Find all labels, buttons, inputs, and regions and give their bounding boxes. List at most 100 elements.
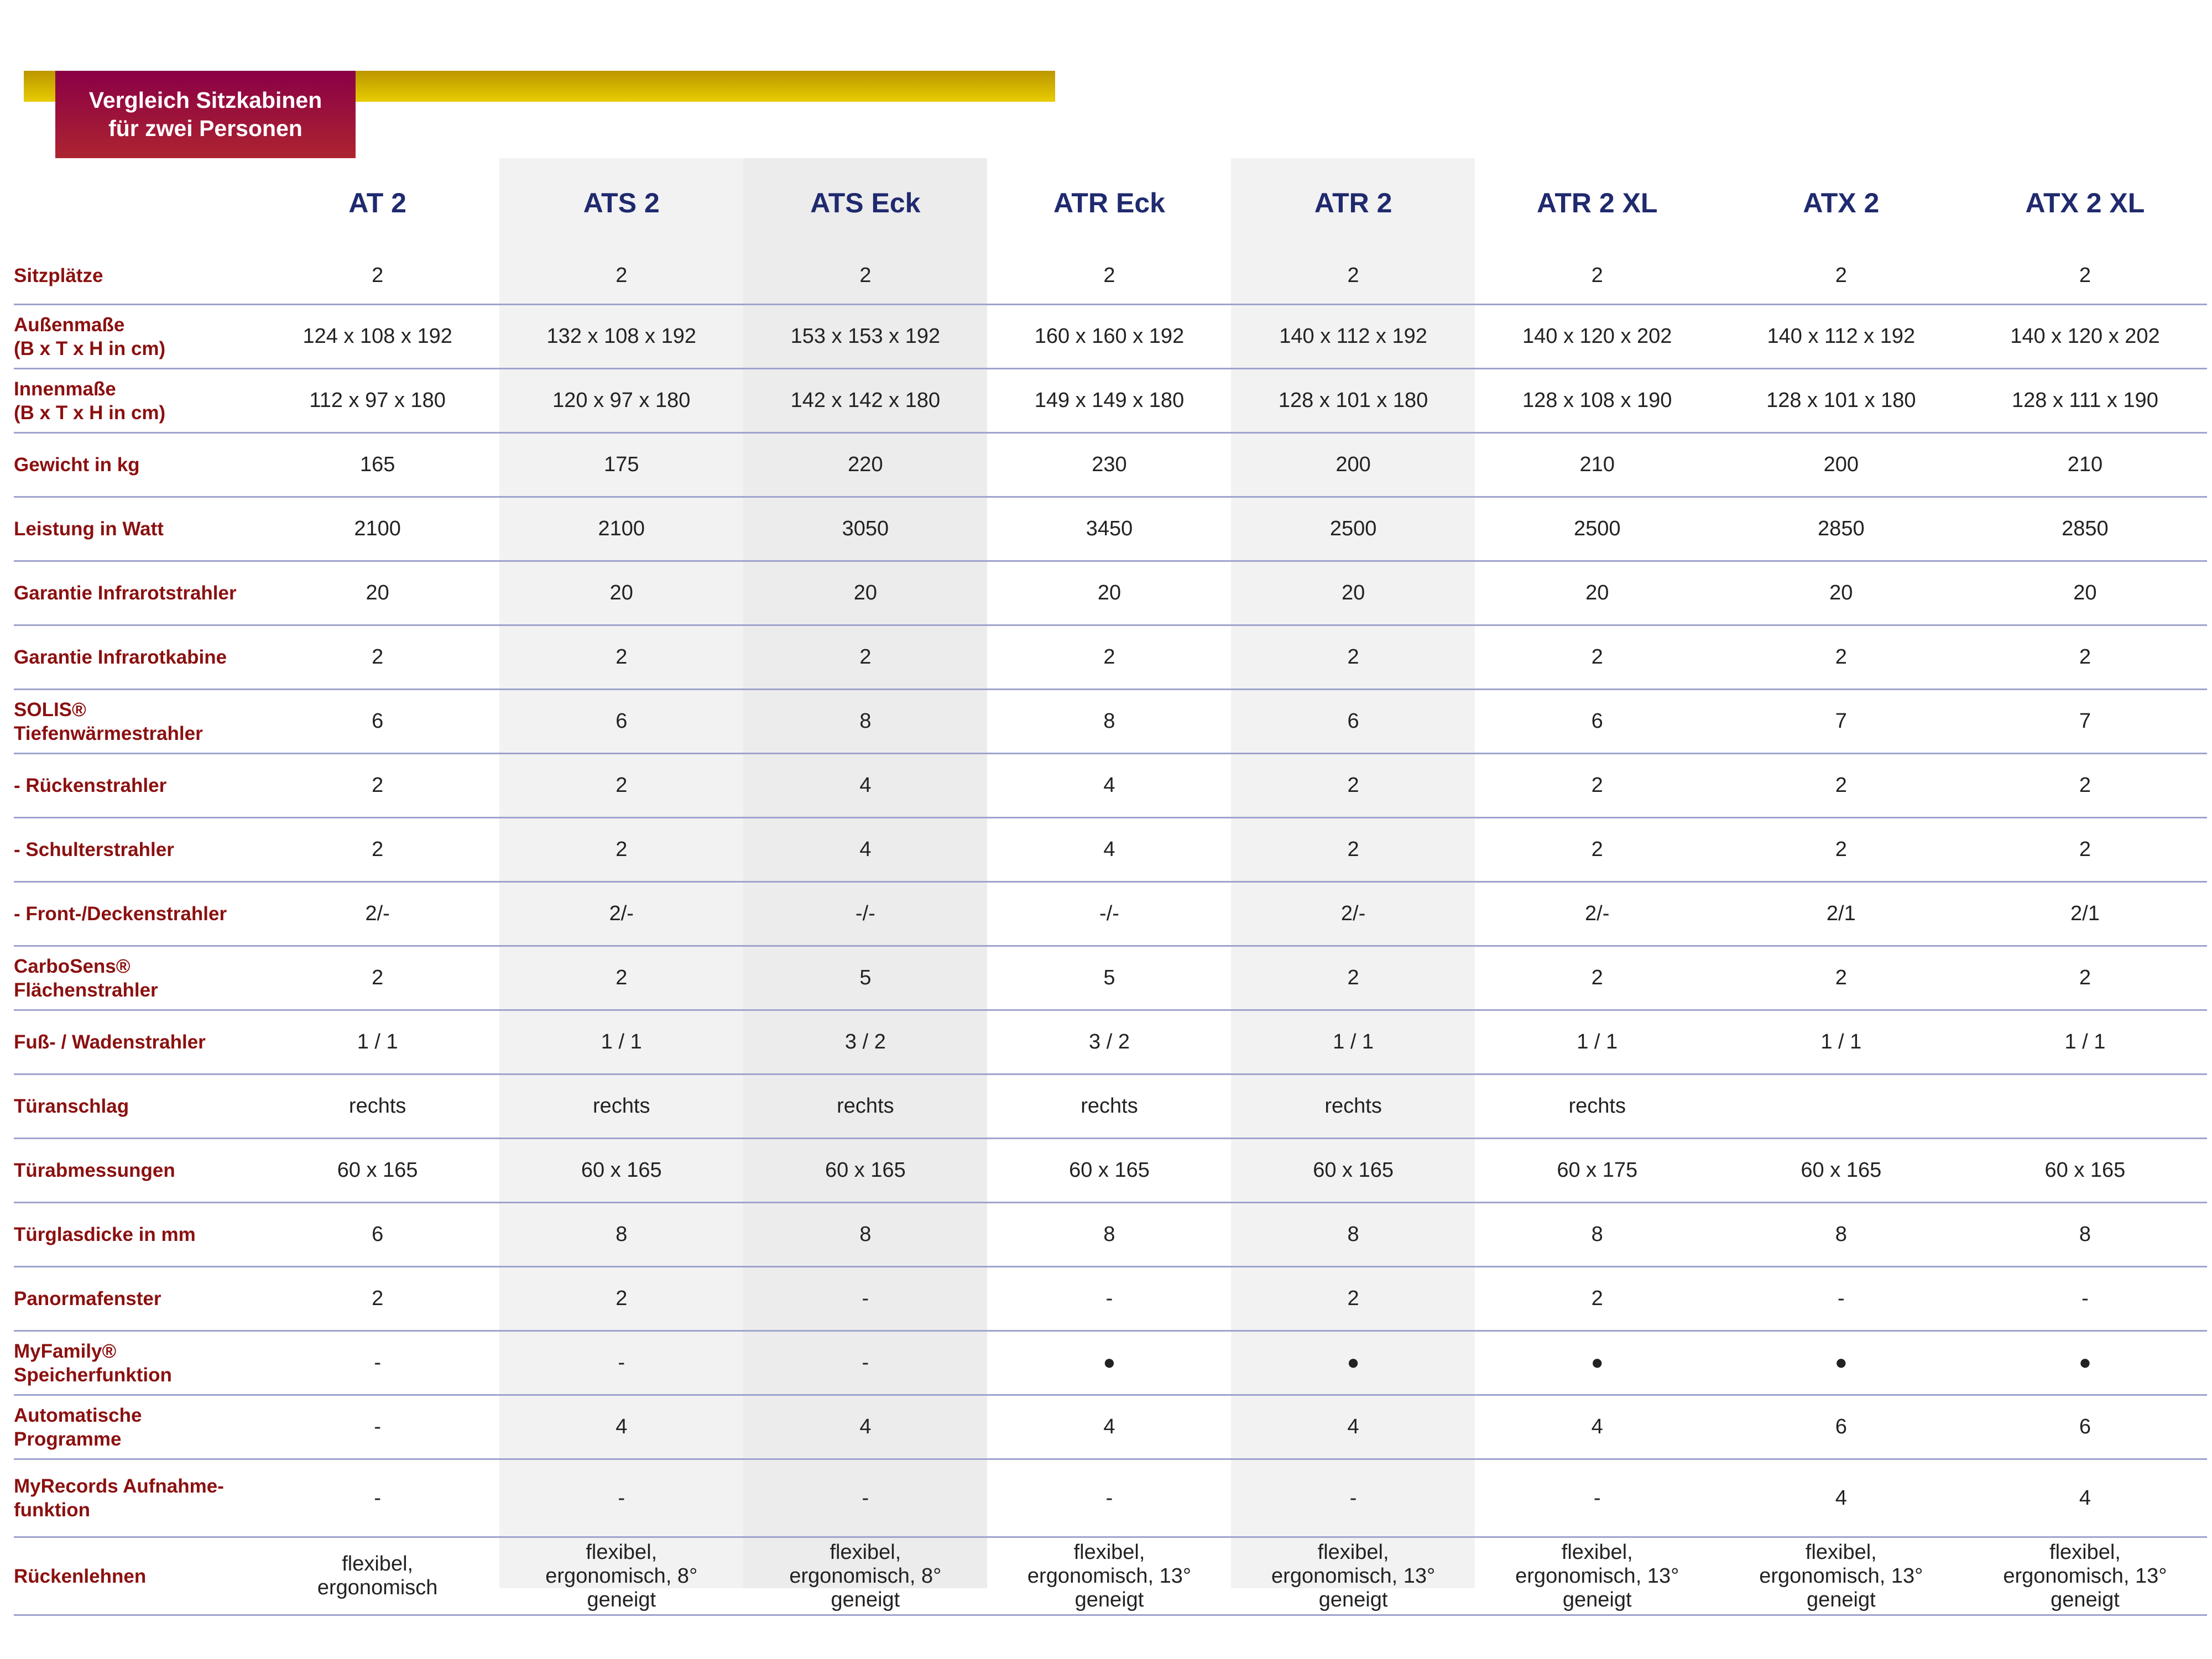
- cell-value: 2: [987, 248, 1232, 305]
- cell-value: 20: [1231, 561, 1475, 626]
- cell-value: 7: [1719, 689, 1963, 754]
- cell-value: 1 / 1: [1963, 1010, 2207, 1075]
- cell-value: 20: [255, 561, 500, 626]
- cell-value: 128 x 101 x 180: [1231, 368, 1475, 434]
- cell-value: 2: [255, 1266, 500, 1332]
- table-row: MyFamily® Speicherfunktion - - - ● ● ● ● ●: [14, 1331, 2207, 1396]
- cell-value: 6: [1231, 689, 1475, 754]
- row-label-line-2: funktion: [14, 1499, 91, 1521]
- cell-value: flexibel, ergonomisch, 8° geneigt: [743, 1537, 988, 1616]
- cell-value: 6: [255, 689, 500, 754]
- cell-value: 3450: [987, 497, 1232, 562]
- cell-value: -/-: [987, 881, 1232, 947]
- table-row: Garantie Infrarotkabine 2 2 2 2 2 2 2 2: [14, 625, 2207, 690]
- cell-value: 200: [1231, 432, 1475, 498]
- cell-value: rechts: [987, 1074, 1232, 1139]
- row-label-line-1: - Schulterstrahler: [14, 839, 174, 860]
- cell-value: 60 x 165: [1963, 1138, 2207, 1203]
- cell-value: 2: [1231, 946, 1475, 1011]
- cell-value: 220: [743, 432, 988, 498]
- cell-value: 4: [1719, 1459, 1963, 1538]
- cell-value: flexibel, ergonomisch: [255, 1537, 500, 1616]
- cell-value: 142 x 142 x 180: [743, 368, 988, 434]
- cell-value: 2: [499, 248, 744, 305]
- cell-value: 4: [987, 753, 1232, 818]
- cell-value: 1 / 1: [255, 1010, 500, 1075]
- row-label-line-2: Tiefenwärmestrahler: [14, 722, 203, 744]
- cell-value: -: [255, 1331, 500, 1396]
- table-row: CarboSens® Flächenstrahler 2 2 5 5 2 2 2 2: [14, 946, 2207, 1011]
- table-row: Automatische Programme -4 4 4 4 4 6 6: [14, 1395, 2207, 1460]
- table-row: Türabmessungen 60 x 165 60 x 165 60 x 165 60…: [14, 1138, 2207, 1203]
- cell-value: -: [1475, 1459, 1719, 1538]
- cell-value: 60 x 175: [1475, 1138, 1719, 1203]
- cell-value: 60 x 165: [743, 1138, 988, 1203]
- column-header: ATR 2 XL: [1536, 187, 1658, 218]
- cell-value: 5: [987, 946, 1232, 1011]
- cell-value: 20: [1719, 561, 1963, 626]
- row-label-line-2: (B x T x H in cm): [14, 401, 166, 424]
- cell-value: ●: [1475, 1331, 1719, 1396]
- cell-value: -: [499, 1331, 744, 1396]
- row-label-line-1: Garantie Infrarotkabine: [14, 646, 227, 668]
- cell-value: 149 x 149 x 180: [987, 368, 1232, 434]
- cell-value: 2: [499, 1266, 744, 1332]
- cell-value: 60 x 165: [499, 1138, 744, 1203]
- row-label-line-2: Programme: [14, 1428, 122, 1450]
- row-label: - Schulterstrahler: [14, 817, 256, 883]
- cell-value: 4: [499, 1395, 744, 1460]
- row-label-line-1: Leistung in Watt: [14, 518, 164, 540]
- row-label-line-1: Automatische: [14, 1404, 142, 1426]
- cell-value: 124 x 108 x 192: [255, 304, 500, 369]
- row-label-line-1: Fuß- / Wadenstrahler: [14, 1031, 206, 1053]
- cell-value: 2: [1963, 817, 2207, 883]
- row-label: Automatische Programme: [14, 1395, 256, 1460]
- cell-value: -: [255, 1395, 500, 1460]
- cell-value: 4: [1231, 1395, 1475, 1460]
- cell-value: 132 x 108 x 192: [499, 304, 744, 369]
- cell-value: 2/-: [499, 881, 744, 947]
- cell-value: 2: [1231, 817, 1475, 883]
- cell-value: 165: [255, 432, 500, 498]
- cell-value: 2: [1963, 753, 2207, 818]
- cell-value: rechts: [1231, 1074, 1475, 1139]
- cell-value: flexibel, ergonomisch, 13° geneigt: [1475, 1537, 1719, 1616]
- cell-value: 2: [255, 946, 500, 1011]
- row-label: Türglasdicke in mm: [14, 1202, 256, 1267]
- row-label: Außenmaße (B x T x H in cm): [14, 304, 256, 369]
- cell-value: [1719, 1074, 1963, 1139]
- cell-value: 6: [255, 1202, 500, 1267]
- header-empty: [14, 158, 255, 248]
- cell-value: 7: [1963, 689, 2207, 754]
- cell-value: 160 x 160 x 192: [987, 304, 1232, 369]
- cell-value: 2: [1963, 248, 2207, 305]
- cell-value: -: [1719, 1266, 1963, 1332]
- table-row: - Schulterstrahler 2 2 4 4 2 2 2 2: [14, 817, 2207, 883]
- table-row: Innenmaße (B x T x H in cm) 112 x 97 x 180…: [14, 368, 2207, 434]
- column-header: ATS Eck: [810, 187, 921, 218]
- cell-value: 2/-: [1475, 881, 1719, 947]
- cell-value: 140 x 120 x 202: [1475, 304, 1719, 369]
- cell-value: 200: [1719, 432, 1963, 498]
- cell-value: -: [987, 1266, 1232, 1332]
- cell-value: 2500: [1231, 497, 1475, 562]
- cell-value: -: [743, 1266, 988, 1332]
- table-row: Türanschlag rechts rechts rechts rechts recht…: [14, 1074, 2207, 1139]
- cell-value: 1 / 1: [1231, 1010, 1475, 1075]
- table-row: Leistung in Watt 2100 2100 3050 3450 2500 2500…: [14, 497, 2207, 562]
- table-row: Garantie Infrarotstrahler 20 20 20 20 20 20 20 2…: [14, 561, 2207, 626]
- cell-value: -: [987, 1459, 1232, 1538]
- row-label: - Rückenstrahler: [14, 753, 256, 818]
- column-header: AT 2: [348, 187, 406, 218]
- row-label-line-1: Innenmaße: [14, 378, 116, 400]
- cell-value: 2: [1719, 248, 1963, 305]
- cell-value: 4: [743, 1395, 988, 1460]
- row-label: Türanschlag: [14, 1074, 256, 1139]
- row-label-line-1: Türanschlag: [14, 1095, 129, 1117]
- cell-value: 60 x 165: [255, 1138, 500, 1203]
- row-label-line-2: Speicherfunktion: [14, 1364, 172, 1386]
- cell-value: 2/-: [255, 881, 500, 947]
- cell-value: 2100: [499, 497, 744, 562]
- row-label-line-1: - Rückenstrahler: [14, 775, 167, 796]
- cell-value: flexibel, ergonomisch, 13° geneigt: [1719, 1537, 1963, 1616]
